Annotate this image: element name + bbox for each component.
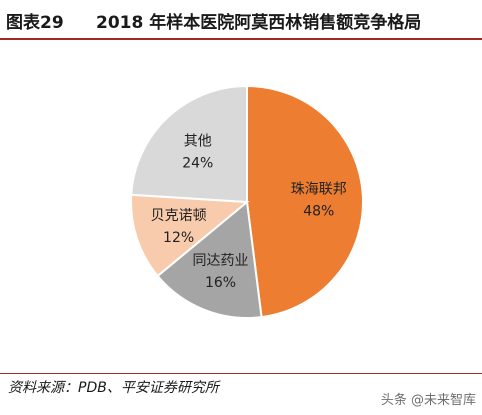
slice-name-label: 珠海联邦 <box>291 181 347 197</box>
slice-value-label: 48% <box>303 203 334 219</box>
source-note: 资料来源：PDB、平安证券研究所 <box>8 380 219 396</box>
footer-divider <box>0 373 482 374</box>
pie-chart-area: 珠海联邦 48% 同达药业 16% 贝克诺顿 12% 其他 24% <box>0 40 482 370</box>
pie-slice-2 <box>130 193 250 278</box>
pie-chart: 珠海联邦 48% 同达药业 16% 贝克诺顿 12% 其他 24% <box>130 84 364 319</box>
pie-slice-0 <box>246 84 364 319</box>
slice-value-label: 16% <box>205 275 236 291</box>
watermark: 头条 @未来智库 <box>380 393 476 408</box>
slice-name-label: 同达药业 <box>193 253 249 269</box>
pie-slice-1 <box>156 200 263 319</box>
pie-slice-3 <box>130 84 248 204</box>
slice-value-label: 24% <box>182 156 213 172</box>
figure-label: 图表29 <box>6 13 64 33</box>
figure-title: 2018 年样本医院阿莫西林销售额竞争格局 <box>96 13 422 33</box>
slice-name-label: 其他 <box>184 134 212 150</box>
header-divider <box>0 38 482 40</box>
slice-value-label: 12% <box>163 230 194 246</box>
figure-header: 图表29 2018 年样本医院阿莫西林销售额竞争格局 <box>0 0 482 40</box>
slice-name-label: 贝克诺顿 <box>151 208 207 224</box>
